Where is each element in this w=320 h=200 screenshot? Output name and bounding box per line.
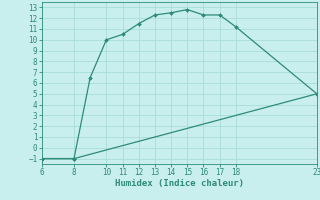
X-axis label: Humidex (Indice chaleur): Humidex (Indice chaleur): [115, 179, 244, 188]
